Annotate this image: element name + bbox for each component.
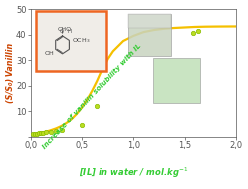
- Point: [31, 133, 35, 136]
- Point: [33, 132, 37, 136]
- Point: [196, 29, 200, 32]
- Text: H: H: [68, 29, 72, 34]
- Text: CHO: CHO: [58, 27, 72, 32]
- Text: [IL] in water / mol.kg$^{-1}$: [IL] in water / mol.kg$^{-1}$: [79, 165, 188, 180]
- Text: Increase of vanilin solubility with IL: Increase of vanilin solubility with IL: [42, 42, 143, 150]
- Text: OH: OH: [44, 51, 54, 56]
- Point: [80, 123, 84, 126]
- FancyBboxPatch shape: [128, 14, 171, 56]
- Point: [37, 132, 41, 135]
- FancyBboxPatch shape: [128, 14, 171, 28]
- Y-axis label: (S/S₀) Vanillin: (S/S₀) Vanillin: [5, 43, 15, 103]
- Point: [41, 131, 45, 134]
- Point: [95, 105, 99, 108]
- Point: [60, 128, 63, 131]
- Text: O: O: [59, 29, 64, 34]
- Point: [35, 132, 39, 135]
- Point: [54, 129, 58, 132]
- Point: [191, 32, 195, 35]
- Point: [44, 131, 48, 134]
- Point: [39, 132, 43, 135]
- Text: OCH$_3$: OCH$_3$: [72, 36, 91, 45]
- FancyBboxPatch shape: [153, 58, 200, 103]
- Point: [49, 130, 53, 133]
- FancyBboxPatch shape: [36, 11, 106, 71]
